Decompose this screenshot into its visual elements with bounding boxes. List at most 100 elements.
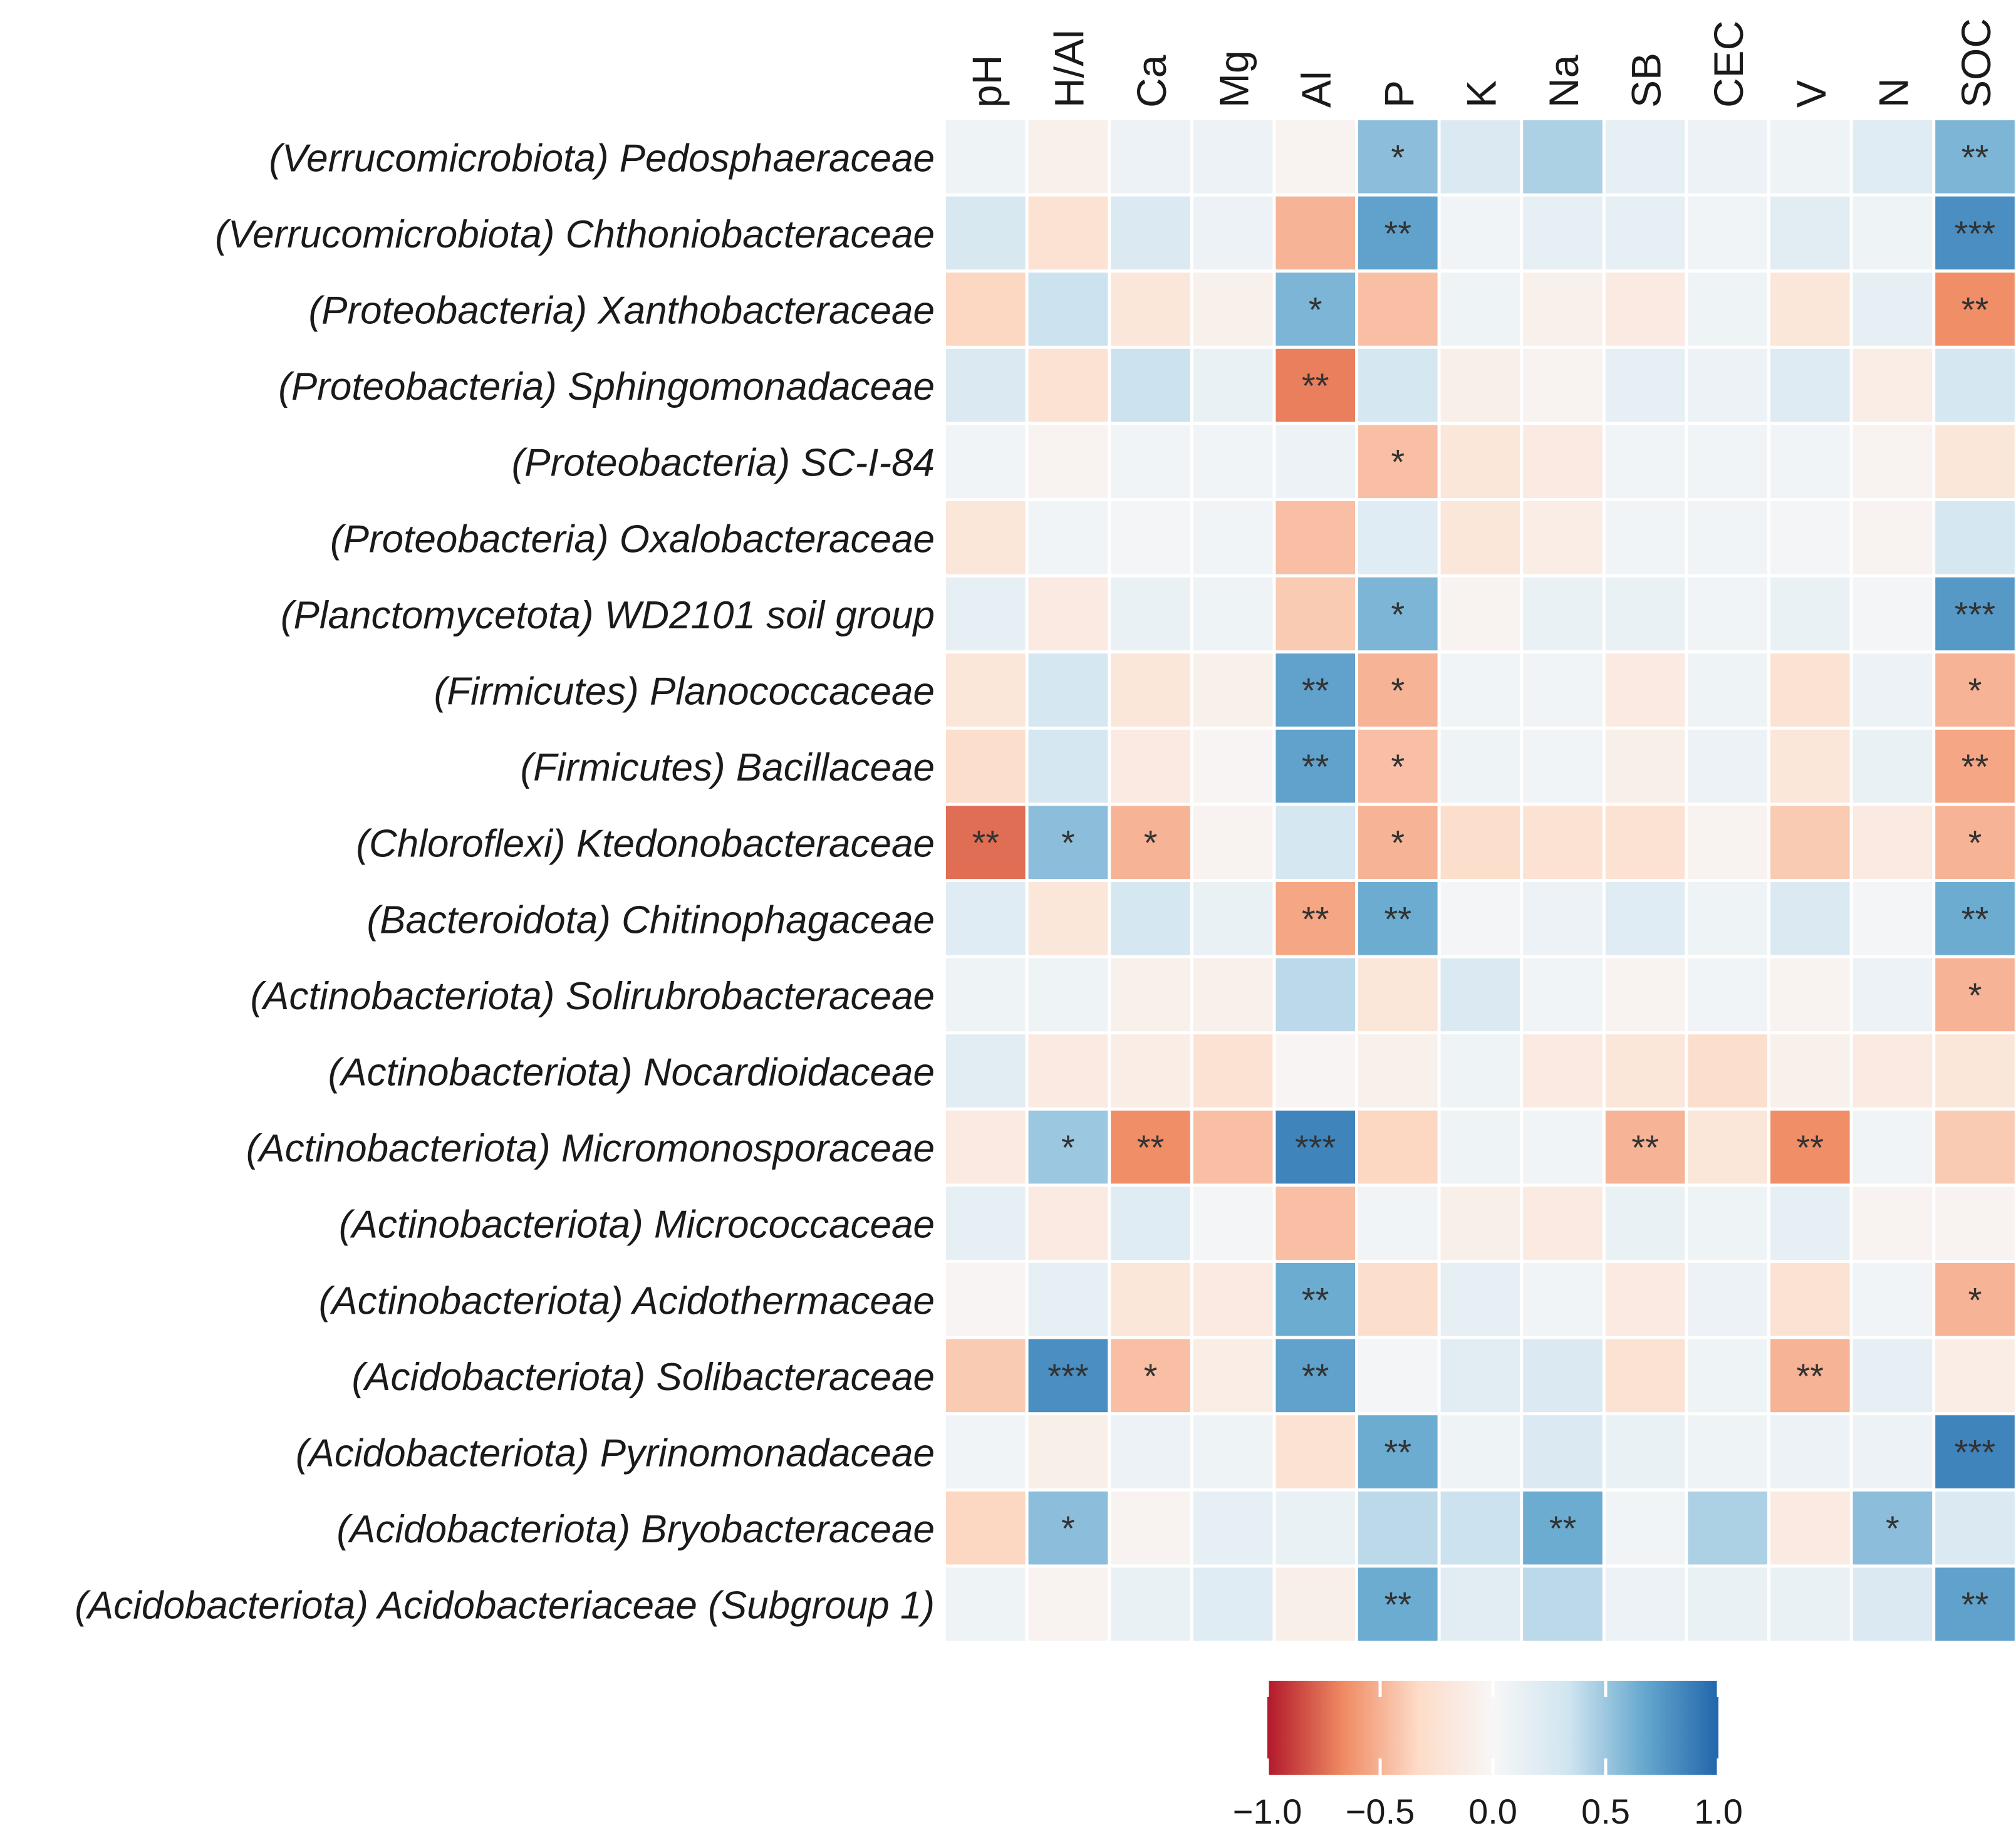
- heatmap-cell: [1523, 348, 1603, 422]
- heatmap-cell: [1852, 1110, 1933, 1184]
- heatmap-cell: [1440, 1415, 1520, 1488]
- heatmap-cell: [1688, 958, 1767, 1032]
- significance-mark: *: [1391, 671, 1405, 710]
- row-label-acidobacteriota-pyrinomonadaceae: (Acidobacteriota) Pyrinomonadaceae: [296, 1432, 935, 1475]
- heatmap-cell: [1193, 348, 1273, 422]
- significance-mark: *: [1391, 442, 1405, 482]
- heatmap-cell: [1440, 653, 1520, 727]
- heatmap-cell: [1111, 1263, 1190, 1336]
- heatmap-cell: [1770, 577, 1850, 651]
- heatmap-cell: [1770, 1491, 1850, 1565]
- heatmap-cell: [1935, 120, 2015, 194]
- heatmap-cell: [1605, 196, 1685, 270]
- heatmap-cell: [1440, 1491, 1520, 1565]
- heatmap-cell: [1605, 273, 1685, 346]
- heatmap-cell: [1688, 1415, 1767, 1488]
- heatmap-cell: [1688, 653, 1767, 727]
- column-label-h-al: H/Al: [1046, 29, 1092, 108]
- heatmap-cell: [1193, 1263, 1273, 1336]
- row-label-actinobacteriota-micrococcaceae: (Actinobacteriota) Micrococcaceae: [339, 1203, 935, 1247]
- heatmap-cell: [1770, 425, 1850, 498]
- significance-mark: **: [1961, 1585, 1989, 1624]
- heatmap-cell: [946, 1187, 1026, 1260]
- heatmap-cell: [946, 1110, 1026, 1184]
- heatmap-cell: [1276, 806, 1355, 879]
- heatmap-cell: [1523, 1263, 1603, 1336]
- heatmap-cell: [1440, 196, 1520, 270]
- heatmap-cell: [1193, 120, 1273, 194]
- heatmap-cell: [1523, 882, 1603, 955]
- heatmap-cell: [1193, 196, 1273, 270]
- row-labels: (Verrucomicrobiota) Pedosphaeraceae (Verr…: [75, 137, 935, 1627]
- heatmap-cell: [1111, 1034, 1190, 1108]
- significance-mark: ***: [1955, 1433, 1995, 1472]
- heatmap-cell: [1358, 501, 1438, 574]
- heatmap-cell: [1605, 120, 1685, 194]
- heatmap-cell: [1523, 425, 1603, 498]
- heatmap-cell: [1688, 501, 1767, 574]
- heatmap-cell: [1028, 273, 1108, 346]
- heatmap-cell: [1193, 1491, 1273, 1565]
- heatmap-cell: [1193, 577, 1273, 651]
- heatmap-cell: [1688, 120, 1767, 194]
- column-label-cec: CEC: [1705, 21, 1752, 108]
- heatmap-cell: [1193, 1110, 1273, 1184]
- legend-tick-label: 0.5: [1581, 1792, 1630, 1831]
- heatmap-cell: [1028, 1491, 1108, 1565]
- heatmap-cell: [1935, 1567, 2015, 1641]
- heatmap-cell: [1276, 1491, 1355, 1565]
- heatmap-cell: [1852, 958, 1933, 1032]
- heatmap-cell: [1440, 120, 1520, 194]
- heatmap-cell: [1605, 1339, 1685, 1413]
- heatmap-cell: [1358, 1339, 1438, 1413]
- heatmap-cell: [1852, 196, 1933, 270]
- heatmap-cell: [1193, 501, 1273, 574]
- heatmap-cell: [1852, 1263, 1933, 1336]
- significance-mark: **: [972, 823, 1000, 863]
- row-label-actinobacteriota-acidothermaceae: (Actinobacteriota) Acidothermaceae: [319, 1279, 935, 1322]
- significance-mark: **: [1137, 1128, 1165, 1167]
- heatmap-cell: [1852, 653, 1933, 727]
- significance-mark: **: [1797, 1128, 1824, 1167]
- heatmap-cell: [1358, 882, 1438, 955]
- heatmap-cell: [1028, 806, 1108, 879]
- heatmap-cell: [1605, 501, 1685, 574]
- heatmap-cell: [1028, 653, 1108, 727]
- significance-mark: ***: [1955, 214, 1995, 253]
- column-label-na: Na: [1541, 55, 1587, 108]
- heatmap-cell: [1276, 1567, 1355, 1641]
- significance-mark: *: [1968, 975, 1982, 1015]
- heatmap-cell: [1852, 1415, 1933, 1488]
- heatmap-cell: [1770, 1339, 1850, 1413]
- heatmap-cell: [946, 1567, 1026, 1641]
- heatmap-cell: [1688, 577, 1767, 651]
- significance-mark: **: [1961, 747, 1989, 786]
- legend-tick-label: 1.0: [1694, 1792, 1743, 1831]
- significance-mark: *: [1968, 823, 1982, 863]
- heatmap-cell: [1193, 882, 1273, 955]
- heatmap-cell: [1358, 1034, 1438, 1108]
- heatmap-cell: [1440, 806, 1520, 879]
- heatmap-cell: [1605, 1263, 1685, 1336]
- significance-mark: **: [1385, 899, 1412, 938]
- heatmap-cell: [1111, 425, 1190, 498]
- heatmap-cell: [946, 882, 1026, 955]
- heatmap-cell: [1770, 120, 1850, 194]
- heatmap-cell: [1276, 577, 1355, 651]
- heatmap-cell: [1688, 196, 1767, 270]
- heatmap-cell: [1193, 653, 1273, 727]
- heatmap-cell: [1111, 273, 1190, 346]
- significance-mark: *: [1391, 137, 1405, 177]
- heatmap-cell: [1935, 958, 2015, 1032]
- column-label-soc: SOC: [1953, 18, 1999, 108]
- heatmap-cell: [1111, 1110, 1190, 1184]
- heatmap-cell: [1935, 1034, 2015, 1108]
- heatmap-cell: [1770, 348, 1850, 422]
- heatmap-cell: [1523, 1034, 1603, 1108]
- row-label-proteobacteria-xanthobacteraceae: (Proteobacteria) Xanthobacteraceae: [308, 289, 935, 333]
- row-label-verrucomicrobiota-pedosphaeraceae: (Verrucomicrobiota) Pedosphaeraceae: [269, 137, 935, 180]
- heatmap-cell: [1276, 1187, 1355, 1260]
- heatmap-cell: [1358, 958, 1438, 1032]
- significance-mark: *: [1886, 1508, 1899, 1548]
